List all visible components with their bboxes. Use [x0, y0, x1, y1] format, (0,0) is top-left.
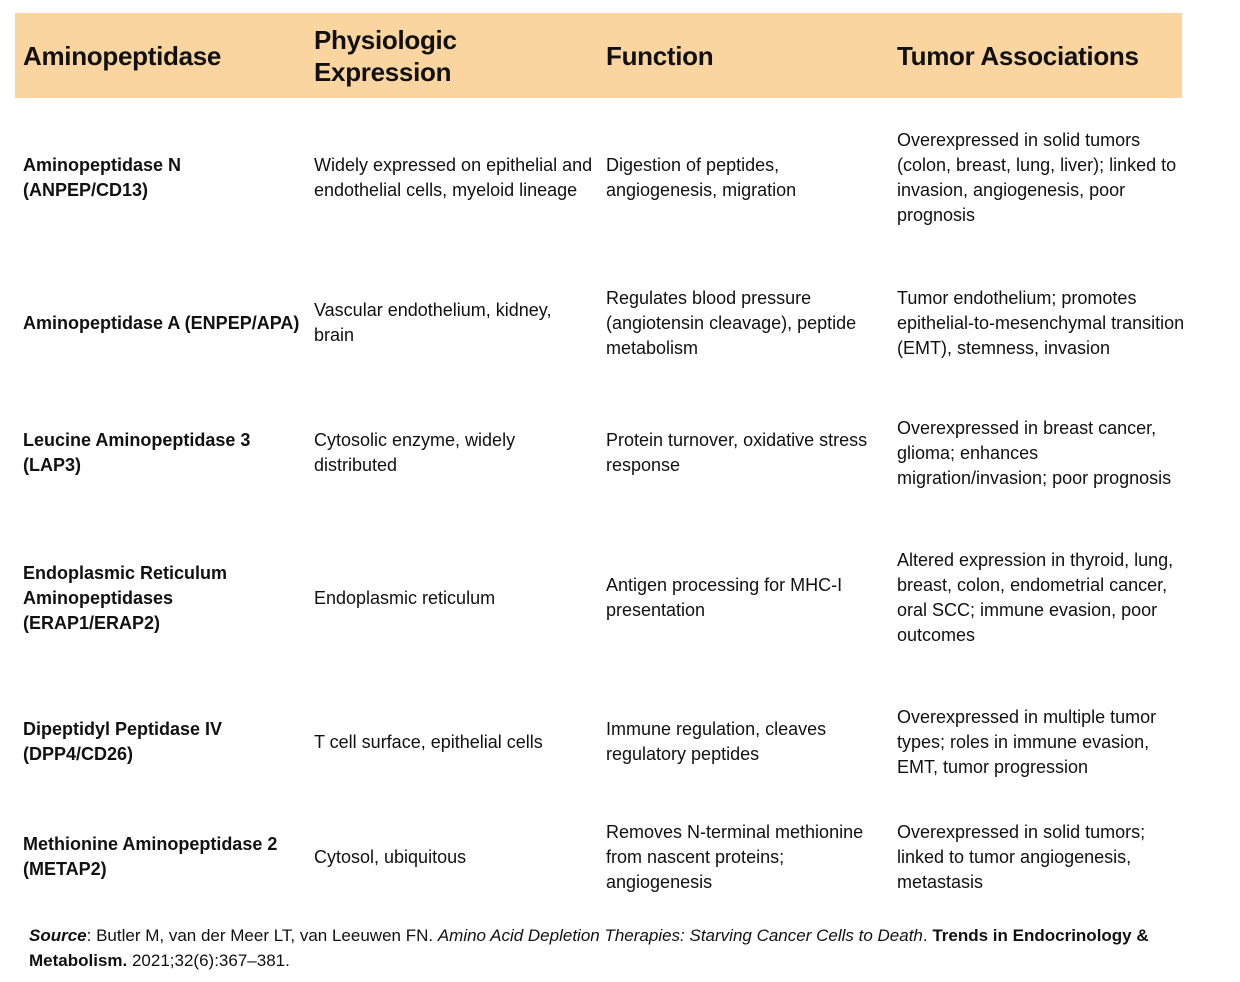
expression-cell: Widely expressed on epithelial and endot… [314, 105, 596, 251]
cell-text: Widely expressed on epithelial and endot… [314, 155, 593, 200]
cell-text: Removes N-terminal methionine from nasce… [606, 821, 864, 892]
source-citation-details: 2021;32(6):367–381. [127, 951, 290, 970]
cell-text: Cytosolic enzyme, widely distributed [314, 430, 516, 475]
aminopeptidase-cell: Methionine Aminopeptidase 2 (METAP2) [23, 799, 308, 915]
source-title: Amino Acid Depletion Therapies: Starving… [437, 926, 923, 945]
cell-text: Cytosol, ubiquitous [314, 846, 467, 867]
column-header: Tumor Associations [897, 40, 1139, 71]
aminopeptidase-cell: Aminopeptidase N (ANPEP/CD13) [23, 105, 308, 251]
tumor-associations-cell: Overexpressed in solid tumors; linked to… [897, 799, 1187, 915]
tumor-associations-cell: Overexpressed in breast cancer, glioma; … [897, 395, 1187, 511]
cell-text: Overexpressed in breast cancer, glioma; … [897, 417, 1172, 488]
function-cell: Removes N-terminal methionine from nasce… [606, 799, 890, 915]
cell-text: Digestion of peptides, angiogenesis, mig… [606, 155, 797, 200]
cell-text: Regulates blood pressure (angiotensin cl… [606, 287, 857, 358]
column-header: Function [606, 40, 714, 71]
function-cell: Immune regulation, cleaves regulatory pe… [606, 685, 890, 799]
cell-text: Overexpressed in multiple tumor types; r… [897, 706, 1157, 777]
cell-text: Aminopeptidase N (ANPEP/CD13) [23, 155, 182, 200]
aminopeptidase-cell: Endoplasmic Reticulum Aminopeptidases (E… [23, 511, 308, 685]
cell-text: Aminopeptidase A (ENPEP/APA) [23, 312, 300, 333]
table-row: Aminopeptidase A (ENPEP/APA) Vascular end… [0, 251, 1240, 395]
cell-text: Dipeptidyl Peptidase IV (DPP4/CD26) [23, 719, 223, 764]
cell-text: Immune regulation, cleaves regulatory pe… [606, 719, 827, 764]
tumor-associations-cell: Tumor endothelium; promotes epithelial-t… [897, 251, 1187, 395]
tumor-associations-cell: Overexpressed in multiple tumor types; r… [897, 685, 1187, 799]
table-row: Methionine Aminopeptidase 2 (METAP2) Cyto… [0, 799, 1240, 915]
expression-cell: T cell surface, epithelial cells [314, 685, 596, 799]
column-header: Aminopeptidase [23, 40, 222, 71]
cell-text: Endoplasmic Reticulum Aminopeptidases (E… [23, 562, 228, 633]
table-row: Endoplasmic Reticulum Aminopeptidases (E… [0, 511, 1240, 685]
function-cell: Digestion of peptides, angiogenesis, mig… [606, 105, 890, 251]
source-citation: Source: Butler M, van der Meer LT, van L… [29, 923, 1219, 973]
expression-cell: Cytosolic enzyme, widely distributed [314, 395, 596, 511]
source-label: Source [29, 926, 87, 945]
cell-text: Overexpressed in solid tumors (colon, br… [897, 130, 1177, 225]
function-cell: Protein turnover, oxidative stress respo… [606, 395, 890, 511]
source-authors: : Butler M, van der Meer LT, van Leeuwen… [86, 926, 438, 945]
cell-text: Methionine Aminopeptidase 2 (METAP2) [23, 834, 278, 879]
column-header: Physiologic Expression [314, 24, 457, 87]
table-row: Aminopeptidase N (ANPEP/CD13) Widely expr… [0, 105, 1240, 251]
table-row: Leucine Aminopeptidase 3 (LAP3) Cytosolic… [0, 395, 1240, 511]
tumor-associations-cell: Altered expression in thyroid, lung, bre… [897, 511, 1187, 685]
cell-text: Endoplasmic reticulum [314, 587, 496, 608]
table-row: Dipeptidyl Peptidase IV (DPP4/CD26) T cel… [0, 685, 1240, 799]
expression-cell: Endoplasmic reticulum [314, 511, 596, 685]
expression-cell: Vascular endothelium, kidney, brain [314, 251, 596, 395]
cell-text: Protein turnover, oxidative stress respo… [606, 430, 868, 475]
aminopeptidase-cell: Leucine Aminopeptidase 3 (LAP3) [23, 395, 308, 511]
function-cell: Regulates blood pressure (angiotensin cl… [606, 251, 890, 395]
cell-text: Tumor endothelium; promotes epithelial-t… [897, 287, 1185, 358]
cell-text: Altered expression in thyroid, lung, bre… [897, 550, 1174, 645]
cell-text: Vascular endothelium, kidney, brain [314, 300, 552, 345]
table-header: Aminopeptidase Physiologic Expression Fu… [15, 13, 1182, 98]
source-separator: . [922, 926, 933, 945]
cell-text: Leucine Aminopeptidase 3 (LAP3) [23, 430, 251, 475]
cell-text: Antigen processing for MHC-I presentatio… [606, 575, 843, 620]
tumor-associations-cell: Overexpressed in solid tumors (colon, br… [897, 105, 1187, 251]
cell-text: Overexpressed in solid tumors; linked to… [897, 821, 1146, 892]
aminopeptidase-cell: Aminopeptidase A (ENPEP/APA) [23, 251, 308, 395]
source-journal: Trends in Endocrinology & Metabolism. [29, 926, 1149, 970]
expression-cell: Cytosol, ubiquitous [314, 799, 596, 915]
aminopeptidase-cell: Dipeptidyl Peptidase IV (DPP4/CD26) [23, 685, 308, 799]
cell-text: T cell surface, epithelial cells [314, 731, 543, 752]
function-cell: Antigen processing for MHC-I presentatio… [606, 511, 890, 685]
